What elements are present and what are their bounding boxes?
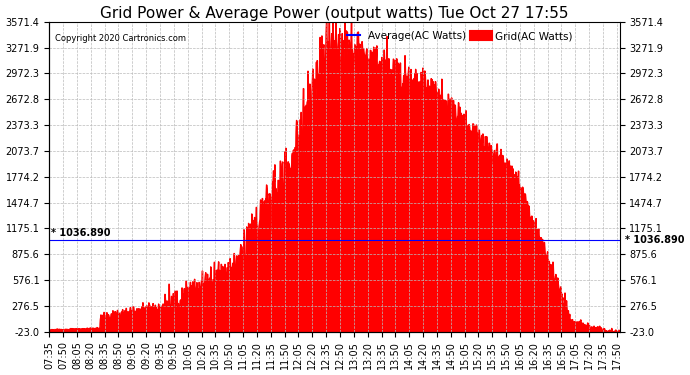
Text: * 1036.890: * 1036.890 <box>51 228 110 238</box>
Title: Grid Power & Average Power (output watts) Tue Oct 27 17:55: Grid Power & Average Power (output watts… <box>100 6 569 21</box>
Text: Copyright 2020 Cartronics.com: Copyright 2020 Cartronics.com <box>55 34 186 43</box>
Text: * 1036.890: * 1036.890 <box>625 235 684 245</box>
Legend: Average(AC Watts), Grid(AC Watts): Average(AC Watts), Grid(AC Watts) <box>343 27 577 45</box>
